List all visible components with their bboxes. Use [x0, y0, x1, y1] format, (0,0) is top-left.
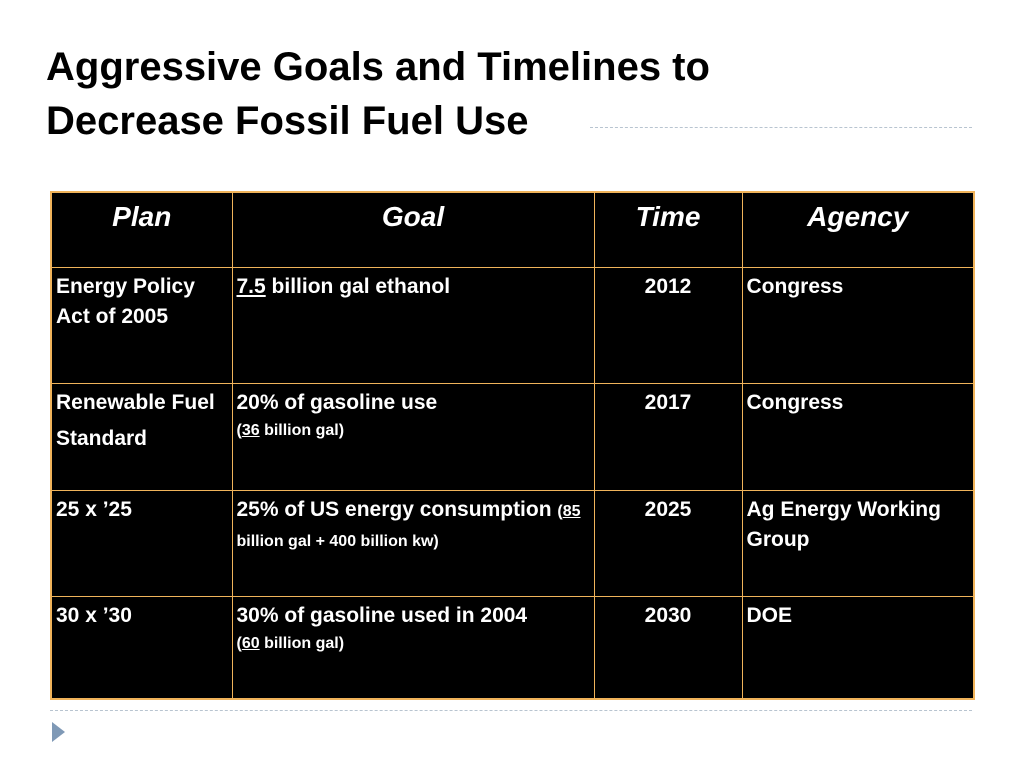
goal-detail-text: billion gal + 400 billion kw): [236, 503, 585, 550]
table-row: Energy Policy Act of 2005 7.5 billion ga…: [50, 267, 975, 384]
plan-cell: 25 x ’25: [50, 490, 233, 597]
table-row: 25 x ’25 25% of US energy consumption (8…: [50, 490, 975, 597]
goal-number: 60: [241, 635, 260, 652]
plan-cell: 30 x ’30: [50, 596, 233, 700]
plan-cell: Energy Policy Act of 2005: [50, 267, 233, 384]
goal-cell: 20% of gasoline use (36 billion gal): [231, 383, 595, 491]
goal-detail-text: billion gal): [259, 422, 345, 439]
table-row: 30 x ’30 30% of gasoline used in 2004 (6…: [50, 596, 975, 700]
table-header-row: Plan Goal Time Agency: [50, 191, 975, 268]
goal-detail-text: billion gal): [259, 635, 345, 652]
goal-number: 36: [241, 422, 260, 439]
slide-title-line-1: Aggressive Goals and Timelines to: [46, 45, 710, 89]
time-cell: 2017: [593, 383, 743, 491]
header-time: Time: [593, 191, 743, 268]
goal-paren: (: [236, 422, 242, 439]
header-agency: Agency: [741, 191, 975, 268]
goal-detail: (60 billion gal): [237, 631, 590, 656]
slide-title: Aggressive Goals and Timelines to Decrea…: [46, 40, 946, 148]
goal-text: 25% of US energy consumption: [236, 498, 558, 521]
plan-name: 25 x ’25: [56, 498, 132, 521]
time-cell: 2025: [593, 490, 743, 597]
goal-text: 30% of gasoline used in 2004: [236, 604, 528, 627]
time-cell: 2012: [593, 267, 743, 384]
goal-paren: (: [236, 635, 242, 652]
footer-divider: [50, 710, 972, 711]
header-goal: Goal: [231, 191, 595, 268]
triangle-bullet-icon: [52, 722, 65, 742]
goal-detail: (36 billion gal): [237, 418, 590, 443]
goal-paren: (: [557, 503, 563, 520]
goal-cell: 7.5 billion gal ethanol: [231, 267, 595, 384]
goal-text: billion gal ethanol: [265, 275, 451, 298]
agency-cell: Congress: [741, 383, 975, 491]
goal-number: 85: [562, 503, 581, 520]
goal-cell: 30% of gasoline used in 2004 (60 billion…: [231, 596, 595, 700]
plan-cell: Renewable Fuel Standard: [50, 383, 233, 491]
plan-name-continued: Standard: [56, 427, 148, 450]
header-plan: Plan: [50, 191, 233, 268]
plans-table: Plan Goal Time Agency Energy Policy Act …: [50, 191, 975, 700]
plan-name: Renewable Fuel: [56, 391, 215, 414]
slide-title-line-2: Decrease Fossil Fuel Use: [46, 99, 529, 143]
goal-number: 7.5: [236, 275, 266, 298]
plan-name: Energy Policy Act of 2005: [56, 275, 195, 328]
agency-cell: DOE: [741, 596, 975, 700]
agency-cell: Congress: [741, 267, 975, 384]
plan-name: 30 x ’30: [56, 604, 132, 627]
title-divider: [590, 127, 972, 128]
agency-cell: Ag Energy Working Group: [741, 490, 975, 597]
time-cell: 2030: [593, 596, 743, 700]
goal-cell: 25% of US energy consumption (85 billion…: [231, 490, 595, 597]
table-row: Renewable Fuel Standard 20% of gasoline …: [50, 383, 975, 491]
goal-detail: (85 billion gal + 400 billion kw): [237, 503, 585, 550]
goal-text: 20% of gasoline use: [236, 391, 438, 414]
